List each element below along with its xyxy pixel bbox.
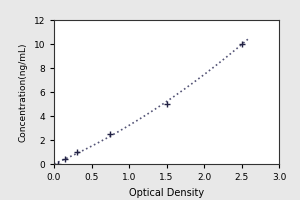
X-axis label: Optical Density: Optical Density: [129, 188, 204, 198]
Y-axis label: Concentration(ng/mL): Concentration(ng/mL): [19, 42, 28, 142]
